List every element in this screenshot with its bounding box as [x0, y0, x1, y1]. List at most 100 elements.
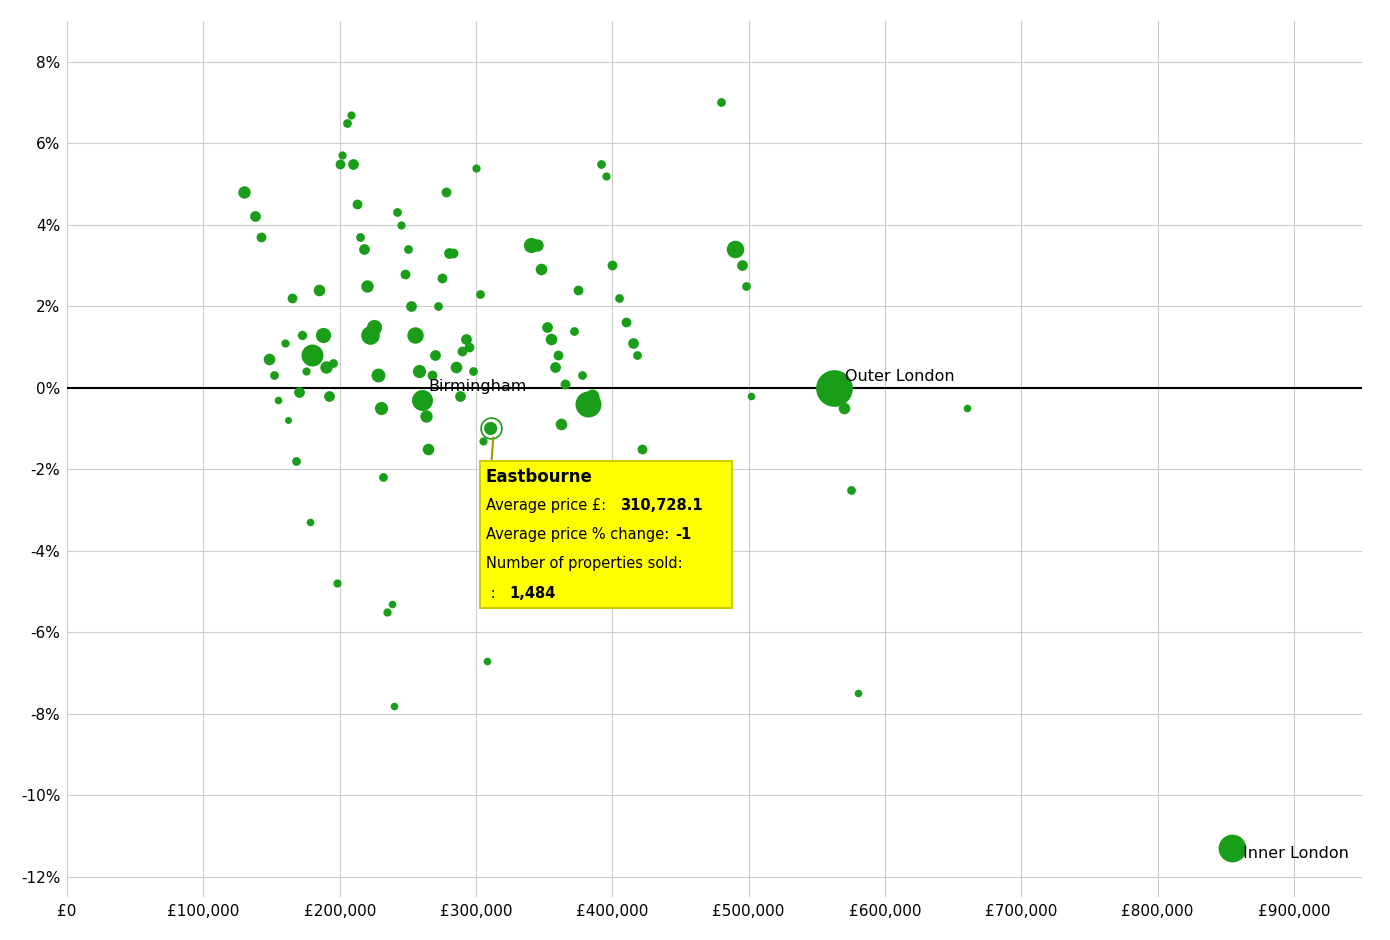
Point [331, 148, 353, 163]
Text: 310,728.1: 310,728.1 [620, 498, 702, 512]
Point [535, 319, 557, 334]
Point [267, 392, 289, 407]
Point [553, 376, 575, 391]
Point [475, 653, 498, 668]
Point [464, 160, 486, 175]
Text: Eastbourne: Eastbourne [485, 468, 592, 486]
Point [731, 258, 753, 273]
Point [274, 336, 296, 351]
Point [442, 245, 464, 260]
Point [480, 421, 502, 436]
Point [356, 278, 378, 293]
Point [281, 290, 303, 306]
Point [234, 184, 256, 199]
Point [823, 380, 845, 395]
Point [571, 368, 594, 383]
Point [381, 596, 403, 611]
Point [463, 364, 485, 379]
Point [531, 262, 553, 277]
Point [295, 364, 317, 379]
Point [591, 156, 613, 171]
Point [840, 482, 862, 497]
Point [384, 698, 406, 713]
Point [410, 392, 432, 407]
Point [359, 327, 381, 342]
Point [452, 343, 474, 358]
Point [335, 116, 357, 131]
Point [373, 470, 395, 485]
FancyBboxPatch shape [480, 461, 733, 608]
Point [585, 474, 607, 489]
Point [602, 258, 624, 273]
Point [410, 392, 432, 407]
Point [407, 364, 430, 379]
Point [299, 515, 321, 530]
Point [377, 604, 399, 619]
Text: Average price £:: Average price £: [485, 498, 610, 512]
Point [318, 388, 341, 403]
Point [399, 299, 421, 314]
Point [581, 388, 603, 403]
Point [257, 352, 279, 367]
Point [456, 331, 478, 346]
Point [325, 576, 348, 591]
Point [741, 388, 763, 403]
Point [393, 266, 416, 281]
Point [955, 400, 977, 415]
Point [370, 400, 392, 415]
Point [445, 360, 467, 375]
Text: Birmingham: Birmingham [428, 379, 527, 394]
Point [557, 458, 580, 473]
Point [322, 355, 345, 370]
Point [403, 327, 425, 342]
Point [577, 397, 599, 412]
Point [471, 433, 493, 448]
Point [328, 156, 350, 171]
Point [367, 368, 389, 383]
Point [414, 409, 436, 424]
Point [847, 686, 869, 701]
Point [339, 107, 361, 122]
Point [431, 270, 453, 285]
Point [480, 421, 502, 436]
Point [302, 348, 324, 363]
Text: Average price % change:: Average price % change: [485, 527, 673, 542]
Point [614, 315, 637, 330]
Text: :: : [485, 586, 500, 601]
Point [710, 95, 733, 110]
Point [424, 348, 446, 363]
Point [735, 278, 758, 293]
Point [245, 209, 267, 224]
Point [386, 205, 409, 220]
Point [363, 319, 385, 334]
Point [724, 242, 746, 257]
Text: Outer London: Outer London [845, 368, 955, 384]
Point [353, 242, 375, 257]
Point [621, 336, 644, 351]
Text: Inner London: Inner London [1244, 846, 1350, 860]
Point [288, 384, 310, 400]
Point [607, 290, 630, 306]
Point [626, 348, 648, 363]
Point [1222, 840, 1244, 855]
Point [346, 196, 368, 212]
Point [417, 441, 439, 456]
Point [250, 229, 272, 244]
Point [396, 242, 418, 257]
Point [291, 327, 313, 342]
Text: 1,484: 1,484 [509, 586, 556, 601]
Point [833, 400, 855, 415]
Point [421, 368, 443, 383]
Point [427, 299, 449, 314]
Point [563, 323, 585, 338]
Point [277, 413, 299, 428]
Point [459, 339, 481, 354]
Point [567, 282, 589, 297]
Point [391, 217, 413, 232]
Point [435, 184, 457, 199]
Point [313, 327, 335, 342]
Point [468, 287, 491, 302]
Point [527, 238, 549, 253]
Point [449, 388, 471, 403]
Point [520, 238, 542, 253]
